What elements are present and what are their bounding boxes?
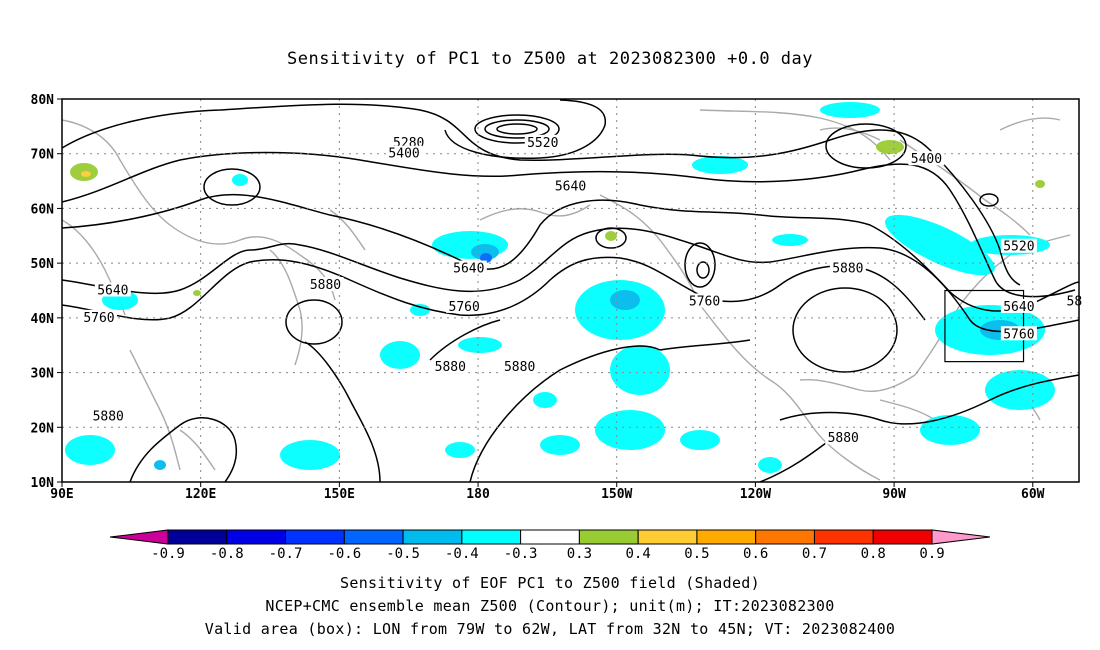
colorbar-tick-label: 0.5 (684, 546, 709, 562)
colorbar-tick-label: 0.7 (802, 546, 827, 562)
colorbar-tick-label: 0.4 (626, 546, 651, 562)
lon-tick-label: 150W (601, 487, 632, 502)
lon-tick-label: 90E (50, 487, 73, 502)
colorbar-swatch (696, 529, 757, 545)
longitude-axis: 90E 120E 150E 180 150W 120W 90W 60W (50, 482, 1045, 502)
colorbar-swatch (755, 529, 815, 545)
lon-tick-label: 120E (185, 487, 216, 502)
colorbar-swatch (813, 529, 874, 545)
colorbar-tick-label: 0.3 (567, 546, 592, 562)
lon-tick-label: 150E (324, 487, 355, 502)
contour-label: 5640 (97, 284, 128, 299)
colorbar: -0.9 -0.8 -0.7 -0.6 -0.5 -0.4 -0.3 0.3 0.4 0.5 0.6… (109, 529, 991, 562)
lon-tick-label: 180 (466, 487, 490, 502)
colorbar-high-arrow (931, 529, 991, 545)
contour-label: 5400 (911, 152, 942, 167)
contour-label: 5520 (527, 136, 558, 151)
contour-label: 5760 (449, 300, 480, 315)
contour-label: 5760 (83, 311, 114, 326)
lon-tick-label: 120W (740, 487, 771, 502)
caption-line-2: NCEP+CMC ensemble mean Z500 (Contour); u… (265, 597, 835, 615)
contour-label: 5640 (1003, 300, 1034, 315)
colorbar-swatch (226, 529, 287, 545)
contour-label: 5880 (828, 431, 859, 446)
contour-label: 5880 (832, 262, 863, 277)
contour-label-layer: 5280540055205640540055205640576058805640… (80, 134, 1085, 446)
contour-label: 5400 (388, 147, 419, 162)
lat-tick-label: 70N (31, 148, 55, 163)
lat-tick-label: 30N (31, 367, 55, 382)
colorbar-swatch (637, 529, 698, 545)
colorbar-swatch (872, 529, 933, 545)
colorbar-tick-label: -0.9 (151, 546, 185, 562)
lat-tick-label: 50N (31, 257, 55, 272)
contour-label: 5880 (310, 278, 341, 293)
lat-tick-label: 10N (31, 476, 55, 491)
colorbar-swatch (285, 529, 345, 545)
colorbar-tick-label: -0.5 (386, 546, 420, 562)
figure-title: Sensitivity of PC1 to Z500 at 2023082300… (286, 49, 813, 69)
contour-label: 5640 (453, 262, 484, 277)
colorbar-tick-label: 0.8 (861, 546, 886, 562)
colorbar-swatch (402, 529, 463, 545)
contour-label: 5880 (435, 360, 466, 375)
lat-tick-label: 40N (31, 312, 55, 327)
colorbar-swatch (167, 529, 228, 545)
lon-tick-label: 60W (1021, 487, 1045, 502)
colorbar-low-arrow (109, 529, 169, 545)
colorbar-tick-label: -0.6 (327, 546, 361, 562)
lat-tick-label: 60N (31, 202, 55, 217)
lat-tick-label: 80N (31, 93, 55, 108)
caption-line-1: Sensitivity of EOF PC1 to Z500 field (Sh… (340, 574, 760, 592)
contour-label: 58 (1067, 294, 1083, 309)
lat-tick-label: 20N (31, 421, 55, 436)
lon-tick-label: 90W (882, 487, 906, 502)
colorbar-tick-label: -0.7 (269, 546, 303, 562)
colorbar-tick-label: -0.3 (504, 546, 538, 562)
contour-label: 5640 (555, 180, 586, 195)
colorbar-swatch (343, 529, 404, 545)
colorbar-tick-label: -0.8 (210, 546, 244, 562)
colorbar-swatch (461, 529, 522, 545)
colorbar-swatch (578, 529, 639, 545)
contour-label: 5880 (93, 409, 124, 424)
colorbar-tick-label: -0.4 (445, 546, 479, 562)
latitude-axis: 80N 70N 60N 50N 40N 30N 20N 10N (31, 93, 62, 491)
colorbar-tick-label: 0.6 (743, 546, 768, 562)
contour-label: 5760 (1003, 327, 1034, 342)
contour-label: 5760 (689, 294, 720, 309)
colorbar-tick-label: 0.9 (919, 546, 944, 562)
contour-label: 5520 (1003, 240, 1034, 255)
map-frame (61, 98, 1080, 483)
caption-line-3: Valid area (box): LON from 79W to 62W, L… (204, 620, 896, 638)
z500-contours (62, 99, 1079, 482)
valid-area-box (944, 289, 1025, 363)
colorbar-swatch (520, 529, 580, 545)
contour-label: 5880 (504, 360, 535, 375)
